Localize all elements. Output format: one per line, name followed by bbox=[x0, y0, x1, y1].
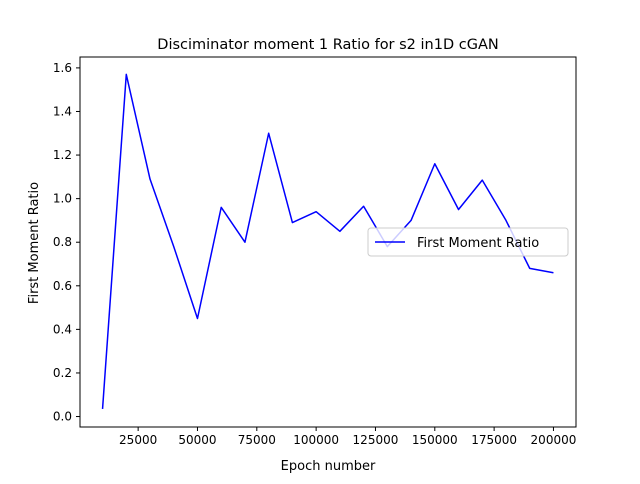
y-tick-label: 0.6 bbox=[53, 279, 72, 293]
data-point bbox=[505, 220, 507, 222]
x-tick-label: 75000 bbox=[238, 433, 276, 447]
x-axis-label: Epoch number bbox=[281, 459, 376, 474]
y-tick-label: 1.2 bbox=[53, 148, 72, 162]
y-tick-label: 0.0 bbox=[53, 410, 72, 424]
data-point bbox=[481, 179, 483, 181]
x-tick-label: 150000 bbox=[412, 433, 458, 447]
y-axis-label: First Moment Ratio bbox=[27, 182, 42, 304]
y-tick-label: 1.0 bbox=[53, 192, 72, 206]
x-tick-label: 100000 bbox=[293, 433, 339, 447]
y-tick-label: 1.6 bbox=[53, 61, 72, 75]
series-line-first-moment-ratio bbox=[101, 73, 554, 409]
data-point bbox=[339, 231, 341, 233]
data-point bbox=[292, 222, 294, 224]
data-point bbox=[553, 272, 555, 274]
data-point bbox=[197, 318, 199, 320]
y-tick-label: 1.4 bbox=[53, 104, 72, 118]
data-point bbox=[268, 132, 270, 134]
plot-area: 25000 50000 75000 100000 125000 150000 175000 2… bbox=[53, 56, 577, 447]
data-point bbox=[220, 207, 222, 209]
legend-box bbox=[367, 227, 569, 257]
data-point bbox=[363, 205, 365, 207]
chart-title: Disciminator moment 1 Ratio for s2 in1D … bbox=[157, 37, 498, 53]
x-tick-label: 125000 bbox=[353, 433, 399, 447]
data-point bbox=[315, 211, 317, 213]
data-point bbox=[125, 74, 127, 76]
y-tick-label: 0.4 bbox=[53, 322, 72, 336]
data-point bbox=[149, 178, 151, 180]
data-point bbox=[529, 268, 531, 270]
data-point bbox=[102, 408, 104, 410]
y-tick-label: 0.8 bbox=[53, 235, 72, 249]
data-point bbox=[173, 246, 175, 248]
x-tick-label: 50000 bbox=[178, 433, 216, 447]
legend-label: First Moment Ratio bbox=[417, 236, 539, 251]
x-tick-label: 200000 bbox=[531, 433, 577, 447]
legend: First Moment Ratio bbox=[367, 227, 569, 257]
data-point bbox=[434, 163, 436, 165]
y-tick-label: 0.2 bbox=[53, 366, 72, 380]
data-point bbox=[458, 209, 460, 211]
x-tick-label: 175000 bbox=[471, 433, 517, 447]
data-point bbox=[410, 220, 412, 222]
x-tick-label: 25000 bbox=[119, 433, 157, 447]
data-point bbox=[244, 241, 246, 243]
